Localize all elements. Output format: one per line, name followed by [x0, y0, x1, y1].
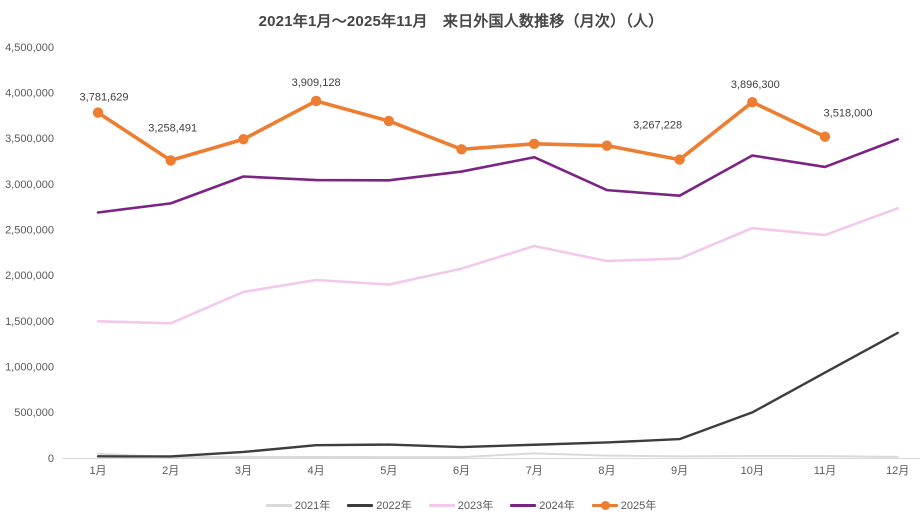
y-axis-tick-label: 4,500,000 — [5, 42, 54, 54]
series-line-2023年 — [96, 206, 900, 325]
legend-line-swatch — [428, 503, 455, 507]
x-axis-tick-label: 4月 — [308, 465, 325, 477]
legend-item-2024年: 2024年 — [510, 497, 575, 513]
x-axis-tick-label: 3月 — [235, 465, 252, 477]
series-marker-2025年 — [819, 131, 831, 142]
legend-item-2025年: 2025年 — [591, 497, 657, 513]
y-axis-tick-label: 1,000,000 — [5, 361, 54, 373]
x-axis-tick-label: 9月 — [671, 465, 688, 477]
x-axis-tick-label: 5月 — [380, 465, 397, 477]
x-axis-tick-label: 8月 — [598, 465, 615, 477]
series-line-2022年 — [96, 331, 899, 458]
legend-item-2021年: 2021年 — [265, 497, 331, 513]
data-label: 3,258,491 — [148, 122, 197, 134]
x-axis-tick-label: 7月 — [526, 465, 543, 477]
data-label: 3,896,300 — [731, 79, 780, 91]
x-axis-tick-label: 12月 — [886, 465, 909, 477]
series-marker-2025年 — [383, 115, 394, 127]
y-axis-tick-label: 3,500,000 — [5, 133, 54, 145]
legend-label: 2021年 — [294, 500, 331, 512]
x-axis-tick-label: 6月 — [453, 465, 470, 477]
legend-line-swatch — [347, 503, 374, 507]
y-axis-tick-label: 0 — [48, 453, 54, 465]
legend-marker-dot — [600, 500, 610, 510]
legend-item-2022年: 2022年 — [347, 497, 412, 513]
series-marker-2025年 — [747, 96, 758, 108]
legend-label: 2024年 — [539, 500, 575, 512]
series-marker-2025年 — [456, 144, 467, 155]
legend-line-swatch — [510, 503, 537, 507]
data-label: 3,267,228 — [633, 120, 682, 132]
y-axis-tick-label: 2,000,000 — [5, 270, 54, 282]
series-marker-2025年 — [165, 155, 176, 166]
y-axis-tick-label: 1,500,000 — [5, 316, 54, 328]
data-label: 3,909,128 — [292, 77, 341, 89]
chart-legend: 2021年 2022年 2023年 2024年 2025年 — [0, 497, 922, 513]
y-axis-tick-label: 2,500,000 — [5, 224, 54, 236]
legend-label: 2023年 — [457, 500, 494, 512]
series-marker-2025年 — [310, 95, 322, 107]
data-label: 3,781,629 — [80, 92, 129, 104]
x-axis-tick-label: 10月 — [741, 465, 764, 477]
y-axis-tick-label: 3,000,000 — [5, 179, 54, 191]
series-marker-2025年 — [601, 140, 613, 151]
legend-item-2023年: 2023年 — [428, 497, 494, 513]
chart-title: 2021年1月～2025年11月 来日外国人数推移（月次）（人） — [258, 13, 664, 30]
x-axis-tick-label: 2月 — [162, 465, 179, 477]
series-marker-2025年 — [529, 138, 540, 150]
x-axis-tick-label: 11月 — [814, 465, 836, 477]
legend-label: 2022年 — [376, 500, 412, 512]
x-axis-tick-label: 1月 — [89, 465, 106, 477]
legend-line-swatch — [591, 500, 618, 510]
series-marker-2025年 — [92, 107, 104, 118]
legend-line-swatch — [265, 503, 292, 507]
series-line-2024年 — [96, 137, 900, 214]
series-marker-2025年 — [238, 134, 249, 145]
y-axis-tick-label: 4,000,000 — [5, 87, 54, 99]
legend-label: 2025年 — [620, 500, 657, 512]
series-marker-2025年 — [674, 154, 685, 165]
series-line-2021年 — [97, 452, 899, 459]
y-axis-tick-label: 500,000 — [14, 407, 54, 419]
data-label: 3,518,000 — [824, 108, 873, 120]
